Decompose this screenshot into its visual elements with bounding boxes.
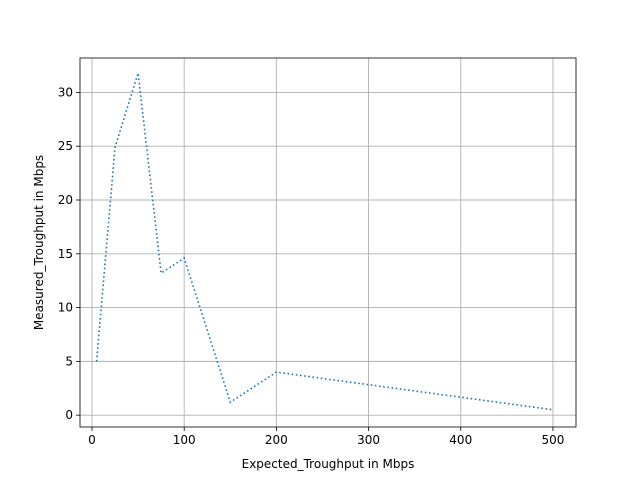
y-axis-ticks: 0 5 10 15 20 25 30 [58,85,80,422]
y-tick-label: 0 [65,408,73,422]
grid [80,58,576,427]
x-tick-label: 200 [265,433,288,447]
y-tick-label: 15 [58,247,73,261]
x-axis-label: Expected_Troughput in Mbps [242,457,415,471]
series-layer [95,72,554,411]
plot-frame [79,57,577,428]
x-tick-label: 100 [173,433,196,447]
plot-background [80,58,576,427]
y-tick-label: 10 [58,301,73,315]
x-tick-label: 500 [541,433,564,447]
x-tick-label: 400 [449,433,472,447]
y-tick-label: 20 [58,193,73,207]
x-tick-label: 300 [357,433,380,447]
y-tick-label: 5 [65,354,73,368]
y-axis-label: Measured_Troughput in Mbps [32,155,46,330]
x-axis-ticks: 0 100 200 300 400 500 [88,427,564,447]
y-tick-label: 30 [58,85,73,99]
y-tick-label: 25 [58,139,73,153]
x-tick-label: 0 [88,433,96,447]
series-line [95,72,554,411]
